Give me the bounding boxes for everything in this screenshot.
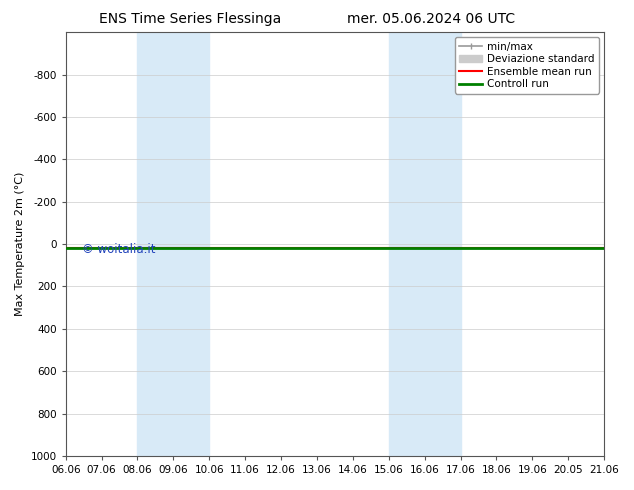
Text: © woitalia.it: © woitalia.it	[82, 243, 155, 256]
Text: mer. 05.06.2024 06 UTC: mer. 05.06.2024 06 UTC	[347, 12, 515, 26]
Y-axis label: Max Temperature 2m (°C): Max Temperature 2m (°C)	[15, 172, 25, 316]
Text: ENS Time Series Flessinga: ENS Time Series Flessinga	[99, 12, 281, 26]
Bar	[389, 32, 460, 456]
Legend: min/max, Deviazione standard, Ensemble mean run, Controll run: min/max, Deviazione standard, Ensemble m…	[455, 37, 599, 94]
Bar	[138, 32, 209, 456]
